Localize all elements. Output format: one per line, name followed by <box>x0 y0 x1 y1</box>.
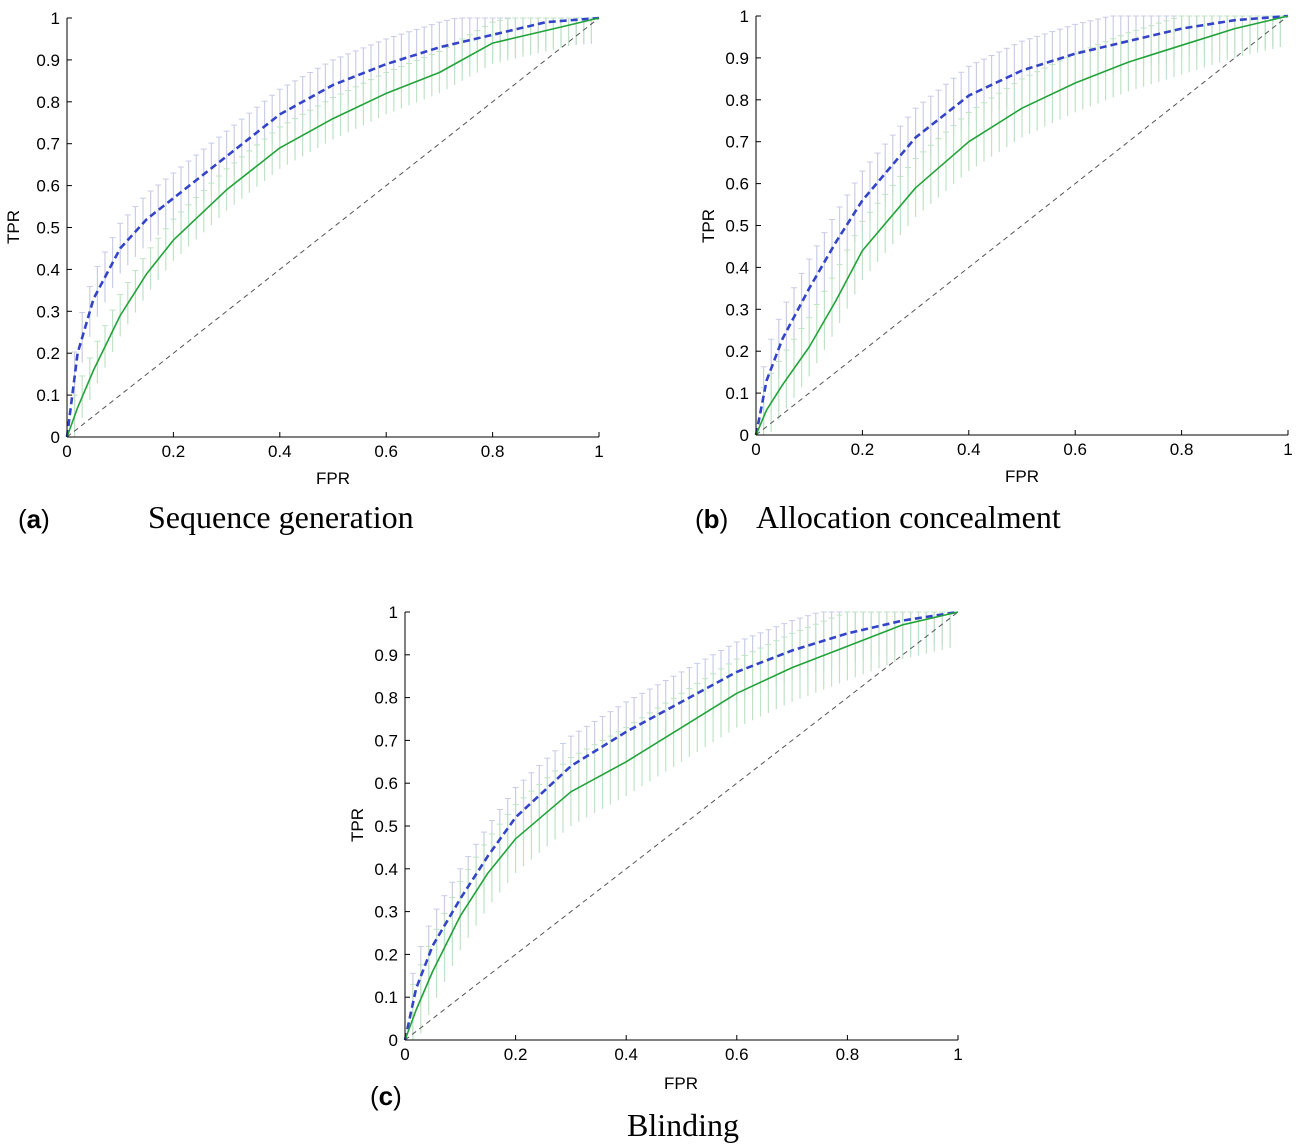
panel-c-x-tick-label: 0 <box>400 1045 409 1064</box>
panel-a-y-tick-label: 0.8 <box>36 93 60 112</box>
panel-b-y-tick-label: 1 <box>740 7 749 26</box>
panel-a-x-tick-label: 0.6 <box>374 442 398 461</box>
panel-a-y-tick-label: 0.2 <box>36 344 60 363</box>
panel-b-y-tick-label: 0.1 <box>725 384 749 403</box>
panel-a-x-tick-label: 0.2 <box>162 442 186 461</box>
panel-b-y-tick-label: 0.7 <box>725 133 749 152</box>
panel-b-x-tick-label: 0.6 <box>1063 440 1087 459</box>
panel-b-y-tick-label: 0.6 <box>725 175 749 194</box>
panel-a-chance-diagonal <box>66 17 600 438</box>
panel-b-series-2-line <box>755 15 1289 436</box>
panel-c-y-tick-label: 0.1 <box>374 988 398 1007</box>
panel-c-y-tick-label: 0.9 <box>374 646 398 665</box>
panel-a-x-tick-label: 0.4 <box>268 442 292 461</box>
panel-a: 0 0.1 0.2 0.3 0.4 0.5 0.6 0.7 0.8 0.9 1 0 0.2 0.4 0.6 0… <box>4 9 604 488</box>
panel-b-series-1-line <box>754 14 1289 436</box>
panel-a-plot-area: 0 0.1 0.2 0.3 0.4 0.5 0.6 0.7 0.8 0.9 1 0 0.2 0.4 0.6 0… <box>36 9 603 461</box>
panel-a-series-2-line <box>66 17 600 438</box>
panel-b-chance-diagonal <box>755 15 1289 436</box>
panel-b-x-tick-label: 0.8 <box>1170 440 1194 459</box>
panel-c-y-tick-label: 0.3 <box>374 903 398 922</box>
panel-c-title: Blinding <box>627 1107 739 1143</box>
panel-a-y-tick-label: 0.4 <box>36 260 60 279</box>
panel-a-y-tick-label: 0.3 <box>36 302 60 321</box>
panel-a-label: (a) <box>18 504 50 534</box>
panel-b-x-tick-label: 1 <box>1283 440 1292 459</box>
panel-c: 0 0.1 0.2 0.3 0.4 0.5 0.6 0.7 0.8 0.9 1 0 0.2 0.4 0.6 0… <box>348 603 963 1093</box>
panel-b-y-tick-label: 0 <box>740 426 749 445</box>
panel-a-x-tick-label: 1 <box>594 442 603 461</box>
panel-a-y-tick-label: 1 <box>51 9 60 28</box>
panel-c-x-tick-label: 0.2 <box>504 1045 528 1064</box>
panel-b-plot-area: 0 0.1 0.2 0.3 0.4 0.5 0.6 0.7 0.8 0.9 1 0 0.2 0.4 0.6 0… <box>725 7 1292 459</box>
panel-b-x-tick-label: 0.4 <box>957 440 981 459</box>
panel-a-title: Sequence generation <box>148 499 414 535</box>
panel-c-plot-area: 0 0.1 0.2 0.3 0.4 0.5 0.6 0.7 0.8 0.9 1 0 0.2 0.4 0.6 0… <box>374 603 962 1064</box>
panel-c-y-axis-label: TPR <box>348 808 367 842</box>
panel-c-series-2-line <box>404 611 959 1041</box>
panel-a-y-tick-label: 0 <box>51 428 60 447</box>
panel-b-x-tick-label: 0 <box>751 440 760 459</box>
panel-c-y-tick-label: 0.2 <box>374 945 398 964</box>
panel-a-y-tick-label: 0.7 <box>36 135 60 154</box>
panel-c-x-tick-label: 0.6 <box>725 1045 749 1064</box>
panel-b-y-tick-label: 0.2 <box>725 342 749 361</box>
panel-c-x-tick-label: 0.4 <box>614 1045 638 1064</box>
panel-a-y-tick-label: 0.1 <box>36 386 60 405</box>
panel-b-y-tick-label: 0.8 <box>725 91 749 110</box>
panel-b-y-tick-label: 0.9 <box>725 49 749 68</box>
panel-c-y-tick-label: 0.6 <box>374 774 398 793</box>
panel-b-y-tick-label: 0.5 <box>725 217 749 236</box>
panel-a-x-tick-label: 0.8 <box>481 442 505 461</box>
panel-c-x-tick-label: 0.8 <box>836 1045 860 1064</box>
panel-b-x-axis-label: FPR <box>1005 467 1039 486</box>
panel-a-y-axis-label: TPR <box>4 210 23 244</box>
panel-b-label: (b) <box>695 504 728 534</box>
panel-c-label: (c) <box>370 1081 402 1111</box>
panel-c-y-tick-label: 0.4 <box>374 860 398 879</box>
panel-c-x-axis-label: FPR <box>664 1074 698 1093</box>
panel-c-x-tick-label: 1 <box>953 1045 962 1064</box>
panel-c-y-tick-label: 0 <box>389 1031 398 1050</box>
panel-c-y-tick-label: 0.7 <box>374 731 398 750</box>
panel-b-y-tick-label: 0.3 <box>725 300 749 319</box>
panel-a-x-tick-label: 0 <box>62 442 71 461</box>
panel-a-y-tick-label: 0.6 <box>36 177 60 196</box>
panel-c-y-tick-label: 0.8 <box>374 689 398 708</box>
panel-b-y-tick-label: 0.4 <box>725 258 749 277</box>
panel-c-y-tick-label: 0.5 <box>374 817 398 836</box>
panel-a-y-tick-label: 0.5 <box>36 219 60 238</box>
panel-c-y-tick-label: 1 <box>389 603 398 622</box>
panel-b-x-tick-label: 0.2 <box>851 440 875 459</box>
panel-b: 0 0.1 0.2 0.3 0.4 0.5 0.6 0.7 0.8 0.9 1 0 0.2 0.4 0.6 0… <box>699 7 1293 486</box>
panel-b-y-axis-label: TPR <box>699 209 718 243</box>
panel-b-title: Allocation concealment <box>756 499 1061 535</box>
panel-a-y-tick-label: 0.9 <box>36 51 60 70</box>
panel-a-x-axis-label: FPR <box>316 469 350 488</box>
